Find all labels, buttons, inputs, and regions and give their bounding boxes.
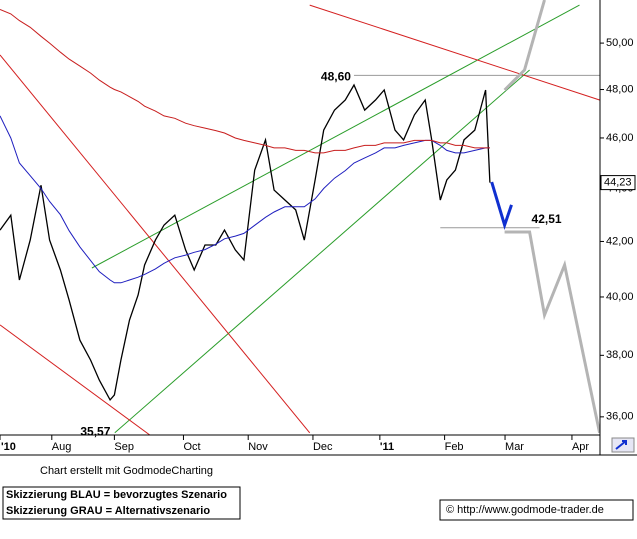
y-tick-label: 46,00 [606,132,634,144]
drawn-line [114,69,530,434]
drawn-line [490,181,513,231]
drawn-line [0,324,151,435]
drawn-line [0,54,311,434]
y-tick-label: 50,00 [606,37,634,49]
y-tick-label: 48,00 [606,83,634,95]
x-tick-label: '10 [1,441,16,453]
low-label: 35,57 [80,425,110,439]
source-box [439,499,634,521]
series-line [0,9,490,154]
credit: Chart erstellt mit GodmodeCharting [40,465,213,477]
x-tick-label: Mar [505,441,524,453]
note: Skizzierung BLAU = bevorzugtes Szenario [6,489,227,501]
y-tick-label: 36,00 [606,411,634,423]
source: © http://www.godmode-trader.de [446,504,604,516]
drawn-line [91,4,580,269]
y-tick-label: 40,00 [606,291,634,303]
series-line [0,83,491,402]
notes-box [2,486,241,520]
drawn-line [309,4,600,101]
level-label: 48,60 [321,70,351,84]
drawn-line [503,0,546,92]
x-tick-label: Apr [572,441,589,453]
y-tick-label: 38,00 [606,349,634,361]
y-tick-label: 42,00 [606,235,634,247]
x-tick-label: Sep [114,441,134,453]
x-tick-label: Nov [248,441,268,453]
x-tick-label: Feb [445,441,464,453]
tool-arrow [615,440,627,450]
x-tick-label: Aug [52,441,72,453]
series-line [0,115,490,284]
x-tick-label: Dec [313,441,333,453]
last-price-label: 44,23 [604,177,632,189]
plot [0,0,600,435]
note: Skizzierung GRAU = Alternativszenario [6,505,210,517]
drawn-line [504,230,600,434]
plot-area [0,0,600,435]
x-tick-label: '11 [380,441,394,453]
level-label: 42,51 [532,212,562,226]
x-tick-label: Oct [183,441,200,453]
last-price-box [600,175,636,191]
